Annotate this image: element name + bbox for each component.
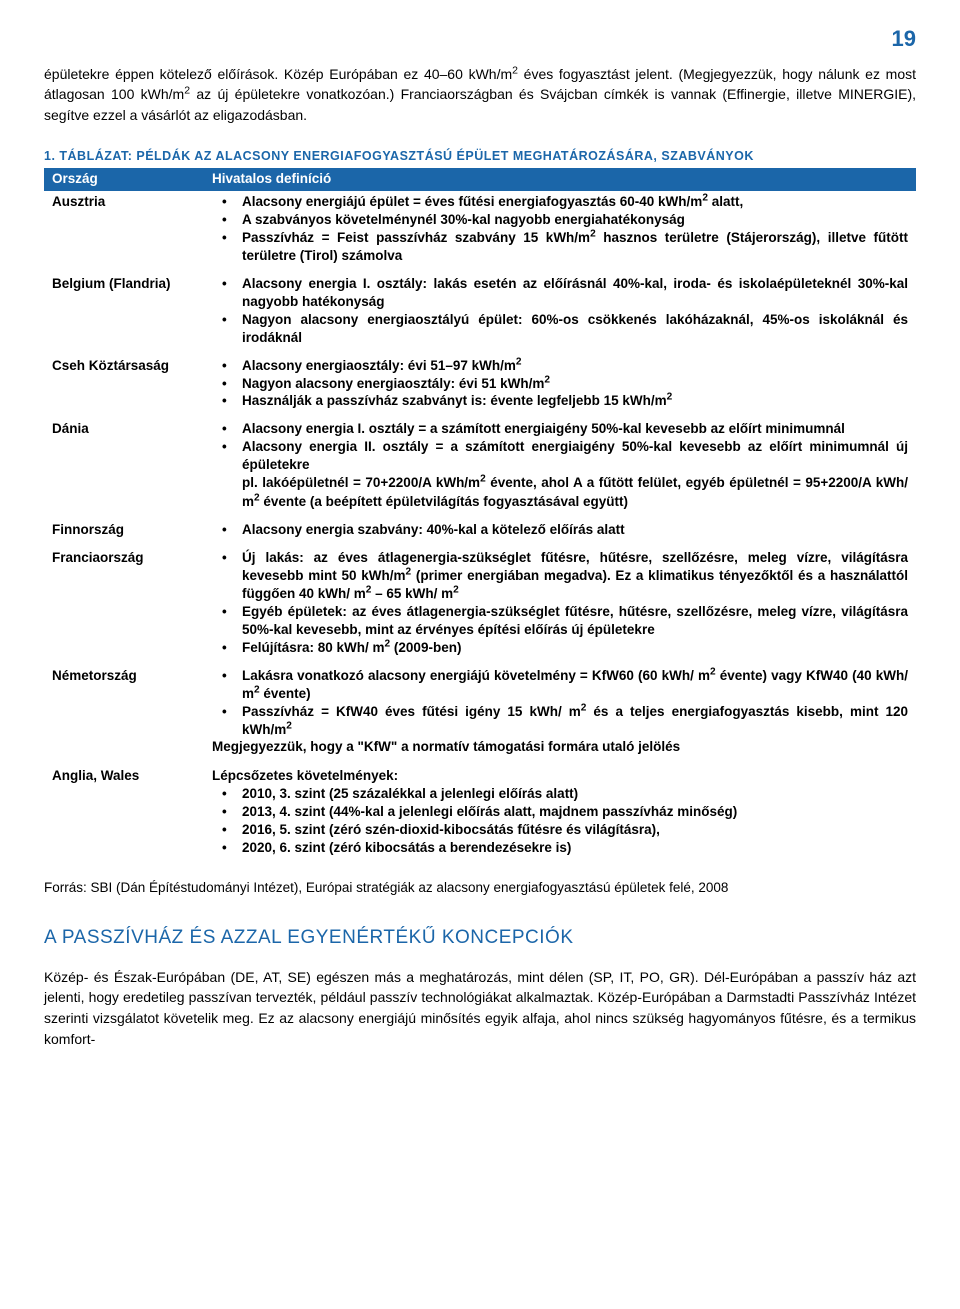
list-item: Használják a passzívház szabványt is: év… [242,392,908,410]
list-item: Passzívház = KfW40 éves fűtési igény 15 … [242,703,908,739]
list-item: Felújításra: 80 kWh/ m2 (2009-ben) [242,639,908,657]
table-header-row: Ország Hivatalos definíció [44,168,916,191]
definition-cell: Alacsony energia I. osztály: lakás eseté… [204,273,916,355]
definition-list: Alacsony energiájú épület = éves fűtési … [212,193,908,265]
page-number: 19 [44,24,916,54]
definition-cell: Lakásra vonatkozó alacsony energiájú köv… [204,665,916,765]
definition-cell: Új lakás: az éves átlagenergia-szükségle… [204,547,916,665]
country-cell: Németország [44,665,204,765]
definition-cell: Lépcsőzetes követelmények:2010, 3. szint… [204,765,916,865]
list-item: Alacsony energia I. osztály: lakás eseté… [242,275,908,311]
table-row: Dánia Alacsony energia I. osztály = a szá… [44,418,916,518]
col-definition: Hivatalos definíció [204,168,916,191]
lead-text: Lépcsőzetes követelmények: [212,767,908,785]
table-row: Anglia, WalesLépcsőzetes követelmények:2… [44,765,916,865]
list-item: Alacsony energiaosztály: évi 51–97 kWh/m… [242,357,908,375]
definition-list: 2010, 3. szint (25 százalékkal a jelenle… [212,785,908,857]
section-heading: A PASSZÍVHÁZ ÉS AZZAL EGYENÉRTÉKŰ KONCEP… [44,925,916,951]
body-paragraph: Közép- és Észak-Európában (DE, AT, SE) e… [44,967,916,1050]
list-item: Nagyon alacsony energiaosztály: évi 51 k… [242,375,908,393]
list-item: Alacsony energia I. osztály = a számítot… [242,420,908,438]
list-item: Alacsony energia II. osztály = a számíto… [242,438,908,474]
table-row: Németország Lakásra vonatkozó alacsony en… [44,665,916,765]
table-row: Ausztria Alacsony energiájú épület = éves… [44,191,916,273]
country-cell: Dánia [44,418,204,518]
definition-cell: Alacsony energia szabvány: 40%-kal a köt… [204,519,916,547]
definition-cell: Alacsony energiájú épület = éves fűtési … [204,191,916,273]
definition-list: Alacsony energia I. osztály = a számítot… [212,420,908,474]
definition-cell: Alacsony energiaosztály: évi 51–97 kWh/m… [204,355,916,419]
example-text: pl. lakóépületnél = 70+2200/A kWh/m2 éve… [212,474,908,510]
table-row: Finnország Alacsony energia szabvány: 40%… [44,519,916,547]
list-item: A szabványos követelménynél 30%-kal nagy… [242,211,908,229]
country-cell: Finnország [44,519,204,547]
definition-list: Lakásra vonatkozó alacsony energiájú köv… [212,667,908,739]
definition-list: Új lakás: az éves átlagenergia-szükségle… [212,549,908,657]
list-item: 2020, 6. szint (zéró kibocsátás a berend… [242,839,908,857]
list-item: Új lakás: az éves átlagenergia-szükségle… [242,549,908,603]
list-item: Alacsony energia szabvány: 40%-kal a köt… [242,521,908,539]
country-cell: Cseh Köztársaság [44,355,204,419]
list-item: Nagyon alacsony energiaosztályú épület: … [242,311,908,347]
list-item: 2010, 3. szint (25 százalékkal a jelenle… [242,785,908,803]
country-cell: Belgium (Flandria) [44,273,204,355]
table-source: Forrás: SBI (Dán Építéstudományi Intézet… [44,879,916,897]
table-row: Cseh Köztársaság Alacsony energiaosztály:… [44,355,916,419]
definition-list: Alacsony energia I. osztály: lakás eseté… [212,275,908,347]
country-cell: Anglia, Wales [44,765,204,865]
list-item: Passzívház = Feist passzívház szabvány 1… [242,229,908,265]
table-caption: 1. TÁBLÁZAT: PÉLDÁK AZ ALACSONY ENERGIAF… [44,148,916,165]
definition-list: Alacsony energia szabvány: 40%-kal a köt… [212,521,908,539]
country-cell: Franciaország [44,547,204,665]
col-country: Ország [44,168,204,191]
definitions-table: Ország Hivatalos definíció Ausztria Alacs… [44,168,916,865]
list-item: Lakásra vonatkozó alacsony energiájú köv… [242,667,908,703]
table-row: Franciaország Új lakás: az éves átlagener… [44,547,916,665]
definition-list: Alacsony energiaosztály: évi 51–97 kWh/m… [212,357,908,411]
intro-paragraph: épületekre éppen kötelező előírások. Köz… [44,64,916,126]
list-item: 2013, 4. szint (44%-kal a jelenlegi előí… [242,803,908,821]
list-item: 2016, 5. szint (zéró szén-dioxid-kibocsá… [242,821,908,839]
table-row: Belgium (Flandria) Alacsony energia I. os… [44,273,916,355]
country-cell: Ausztria [44,191,204,273]
list-item: Alacsony energiájú épület = éves fűtési … [242,193,908,211]
list-item: Egyéb épületek: az éves átlagenergia-szü… [242,603,908,639]
definition-cell: Alacsony energia I. osztály = a számítot… [204,418,916,518]
note-text: Megjegyezzük, hogy a "KfW" a normatív tá… [212,738,908,756]
